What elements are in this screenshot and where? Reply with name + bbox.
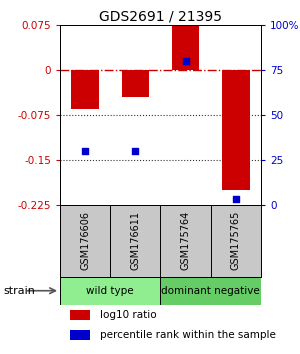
Text: log10 ratio: log10 ratio [100,310,157,320]
Bar [60,277,160,305]
Text: GSM175764: GSM175764 [181,211,190,270]
Text: strain: strain [3,286,35,296]
Bar [60,205,110,277]
Point [83,148,88,154]
Bar [211,205,261,277]
Text: GSM175765: GSM175765 [231,211,241,270]
Text: GSM176606: GSM176606 [80,211,90,270]
Text: percentile rank within the sample: percentile rank within the sample [100,330,276,340]
Bar [160,205,211,277]
Text: GSM176611: GSM176611 [130,211,140,270]
Bar [110,205,160,277]
Bar [70,310,90,320]
Title: GDS2691 / 21395: GDS2691 / 21395 [99,10,222,24]
Bar [71,70,99,109]
Bar [222,70,250,190]
Bar [122,70,149,97]
Bar [172,25,200,70]
Point [133,148,138,154]
Bar [160,277,261,305]
Text: dominant negative: dominant negative [161,286,260,296]
Bar [70,330,90,341]
Text: wild type: wild type [86,286,134,296]
Point [183,58,188,64]
Point [233,196,238,202]
